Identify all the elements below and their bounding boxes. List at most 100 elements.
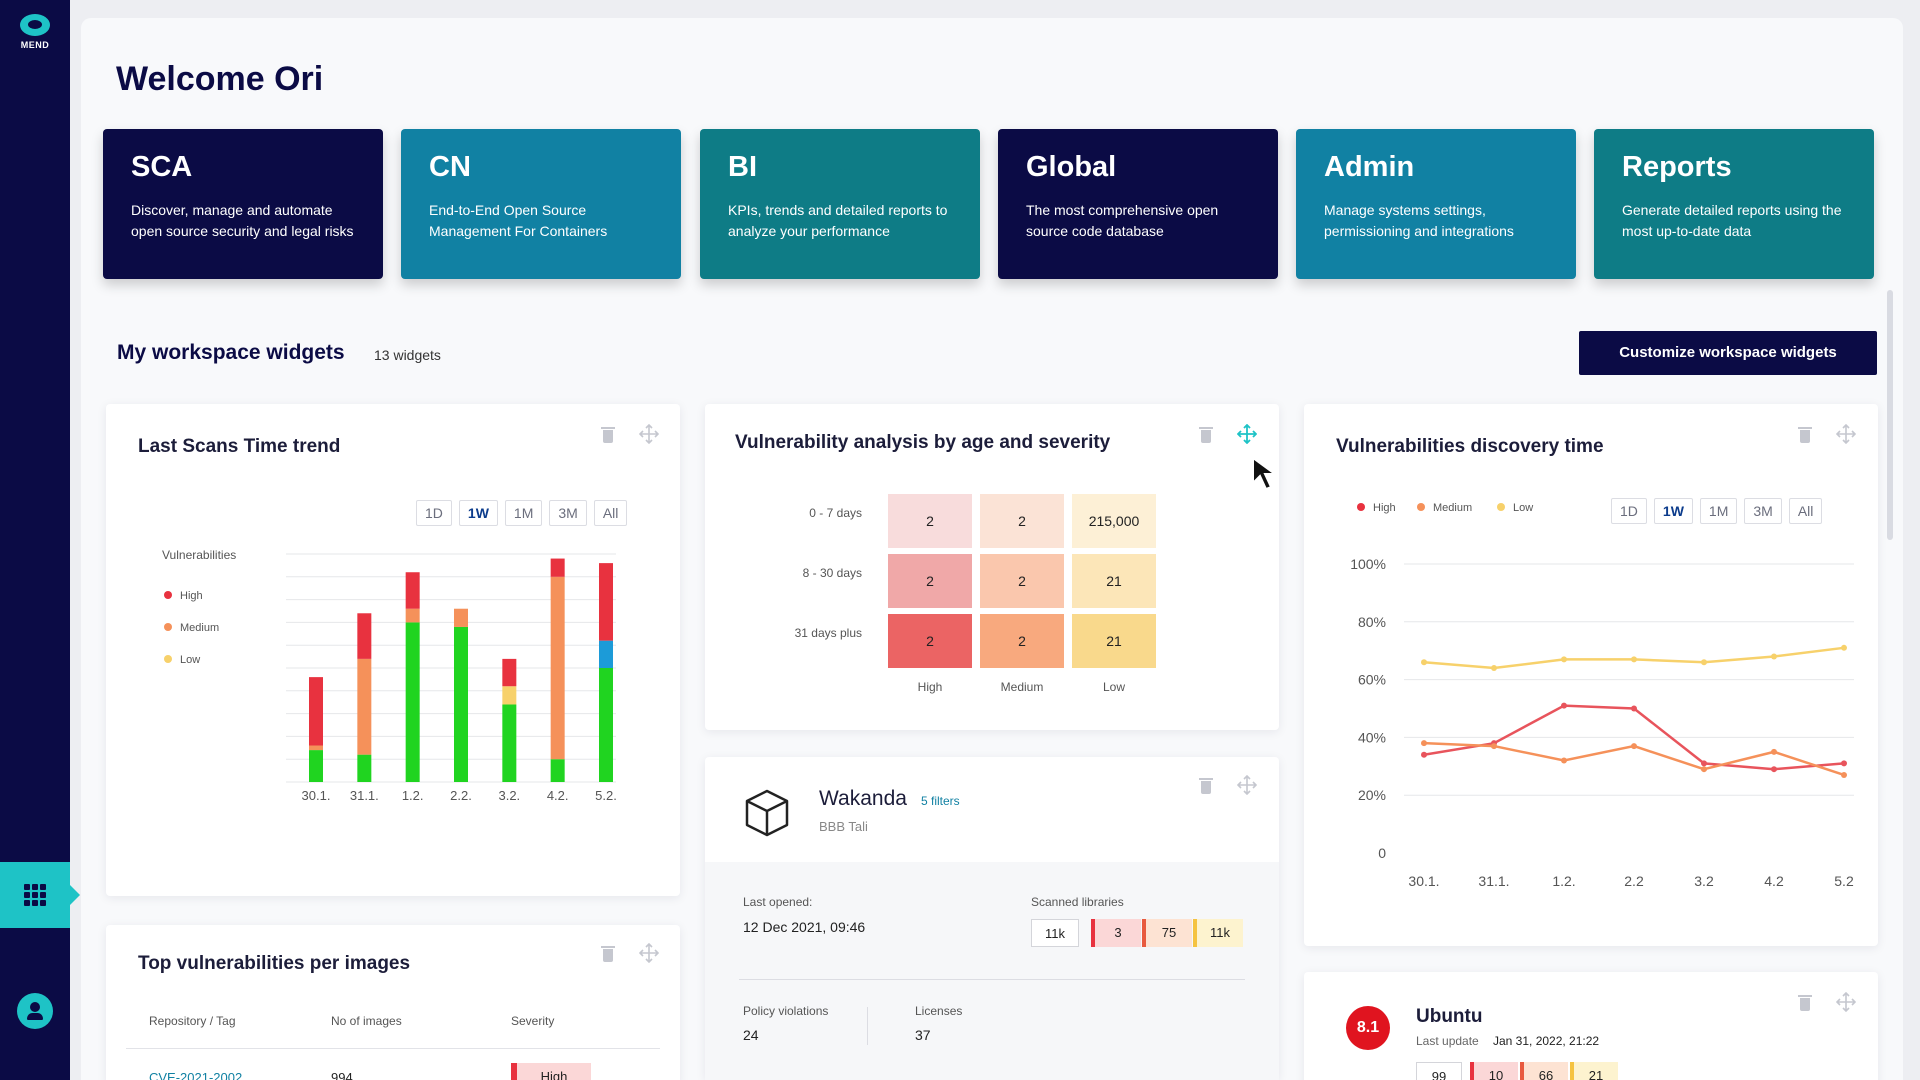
range-tab-all[interactable]: All <box>1788 498 1823 524</box>
trash-icon[interactable] <box>1798 994 1812 1011</box>
severity-badge: High <box>511 1063 591 1080</box>
trash-icon[interactable] <box>601 426 615 443</box>
bar-segment <box>599 640 613 668</box>
heat-cell[interactable]: 2 <box>888 614 972 668</box>
project-name[interactable]: Wakanda <box>819 787 907 810</box>
x-tick-label: 5.2 <box>1834 873 1854 889</box>
grid-icon <box>24 884 46 906</box>
count-total: 99 <box>1416 1062 1462 1080</box>
table-row-images: 994 <box>331 1070 353 1080</box>
column-header-severity[interactable]: Severity <box>511 1014 555 1028</box>
mend-logo[interactable]: MEND <box>12 14 58 50</box>
product-card-reports[interactable]: Reports Generate detailed reports using … <box>1594 129 1874 279</box>
bar-segment <box>405 608 420 623</box>
heat-cell[interactable]: 2 <box>980 494 1064 548</box>
range-tab-all[interactable]: All <box>593 500 628 526</box>
bar-segment <box>357 658 372 755</box>
product-card-desc: KPIs, trends and detailed reports to ana… <box>728 202 948 239</box>
brand-name: MEND <box>20 40 50 50</box>
range-tab-1m[interactable]: 1M <box>504 500 543 526</box>
product-card-admin[interactable]: Admin Manage systems settings, permissio… <box>1296 129 1576 279</box>
risk-score-badge: 8.1 <box>1346 1006 1390 1050</box>
scanned-low: 11k <box>1193 919 1243 947</box>
col-label-low: Low <box>1102 680 1125 694</box>
divider <box>739 979 1245 980</box>
page-scrollbar[interactable] <box>1887 290 1893 540</box>
column-header-repo[interactable]: Repository / Tag <box>149 1014 236 1028</box>
heat-cell[interactable]: 2 <box>888 494 972 548</box>
data-point <box>1771 766 1777 773</box>
heat-cell[interactable]: 21 <box>1072 614 1156 668</box>
heat-cell[interactable]: 21 <box>1072 554 1156 608</box>
divider <box>867 1007 868 1045</box>
apps-menu-button[interactable] <box>0 862 80 928</box>
user-avatar-button[interactable] <box>17 993 53 1029</box>
legend-title: Vulnerabilities <box>162 548 237 562</box>
widget-count: 13 widgets <box>374 347 441 363</box>
image-name[interactable]: Ubuntu <box>1416 1006 1483 1027</box>
data-point <box>1631 705 1637 712</box>
move-icon[interactable] <box>1836 992 1856 1012</box>
x-tick-label: 1.2. <box>1552 873 1575 889</box>
data-point <box>1771 748 1777 755</box>
range-tab-3m[interactable]: 3M <box>549 500 587 526</box>
trash-icon[interactable] <box>601 945 615 962</box>
legend-medium: Medium <box>1417 502 1472 514</box>
move-icon[interactable] <box>1237 775 1257 795</box>
legend-high: High <box>164 590 203 602</box>
product-card-bi[interactable]: BI KPIs, trends and detailed reports to … <box>700 129 980 279</box>
trash-icon[interactable] <box>1798 426 1812 443</box>
customize-widgets-button[interactable]: Customize workspace widgets <box>1579 331 1877 375</box>
workspace-title: My workspace widgets <box>117 341 345 364</box>
bar-segment <box>405 572 420 609</box>
heat-cell[interactable]: 2 <box>980 554 1064 608</box>
y-tick-label: 80% <box>1358 614 1386 630</box>
data-point <box>1841 644 1847 651</box>
range-tab-3m[interactable]: 3M <box>1744 498 1782 524</box>
heat-cell[interactable]: 215,000 <box>1072 494 1156 548</box>
product-card-sca[interactable]: SCA Discover, manage and automate open s… <box>103 129 383 279</box>
data-point <box>1491 743 1497 750</box>
product-card-cn[interactable]: CN End-to-End Open Source Management For… <box>401 129 681 279</box>
scanned-medium: 75 <box>1142 919 1192 947</box>
range-tab-1d[interactable]: 1D <box>416 500 452 526</box>
data-point <box>1701 760 1707 767</box>
y-tick-label: 0 <box>1378 845 1386 861</box>
heat-cell[interactable]: 2 <box>888 554 972 608</box>
x-tick-label: 5.2. <box>595 788 617 803</box>
filters-link[interactable]: 5 filters <box>921 794 960 808</box>
table-row-repo-link[interactable]: CVE-2021-2002 <box>149 1070 243 1080</box>
legend-high: High <box>1357 502 1396 514</box>
move-icon[interactable] <box>1836 424 1856 444</box>
y-tick-label: 40% <box>1358 729 1386 745</box>
data-point <box>1491 665 1497 672</box>
move-icon[interactable] <box>1237 424 1257 444</box>
last-opened-label: Last opened: <box>743 895 813 909</box>
range-tab-1d[interactable]: 1D <box>1611 498 1647 524</box>
bar-segment <box>599 563 613 641</box>
move-icon[interactable] <box>639 943 659 963</box>
column-header-images[interactable]: No of images <box>331 1014 402 1028</box>
trash-icon[interactable] <box>1199 426 1213 443</box>
product-card-global[interactable]: Global The most comprehensive open sourc… <box>998 129 1278 279</box>
heat-cell[interactable]: 2 <box>980 614 1064 668</box>
data-point <box>1561 656 1567 663</box>
x-tick-label: 2.2 <box>1624 873 1644 889</box>
trash-icon[interactable] <box>1199 777 1213 794</box>
x-tick-label: 31.1. <box>1478 873 1509 889</box>
product-card-title: Admin <box>1324 151 1415 183</box>
divider <box>126 1048 660 1049</box>
product-card-desc: End-to-End Open Source Management For Co… <box>429 202 608 239</box>
licenses-value: 37 <box>915 1027 931 1043</box>
move-icon[interactable] <box>639 424 659 444</box>
bar-segment <box>357 754 372 782</box>
scanned-libraries-label: Scanned libraries <box>1031 895 1124 909</box>
bar-segment <box>405 622 420 782</box>
range-tab-1w[interactable]: 1W <box>458 500 498 526</box>
range-tab-1w[interactable]: 1W <box>1653 498 1693 524</box>
range-tab-1m[interactable]: 1M <box>1699 498 1738 524</box>
data-point <box>1841 771 1847 778</box>
discovery-time-widget: Vulnerabilities discovery time High Medi… <box>1304 404 1878 946</box>
bar-segment <box>309 745 323 751</box>
bar-segment <box>550 576 565 760</box>
